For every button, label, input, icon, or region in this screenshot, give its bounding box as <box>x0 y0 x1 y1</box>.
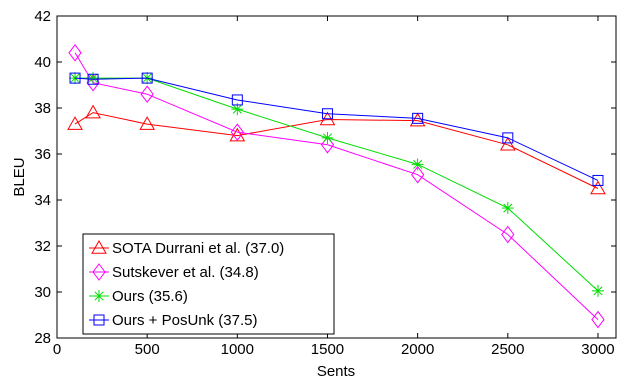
legend-entry: SOTA Durrani et al. (37.0) <box>89 239 284 257</box>
y-tick-label: 36 <box>34 146 51 163</box>
x-tick-label: 2500 <box>491 341 524 358</box>
series-3-point <box>69 72 81 84</box>
y-tick-label: 32 <box>34 238 51 255</box>
series-3-line <box>75 77 599 181</box>
legend-swatch-marker <box>91 239 107 254</box>
axis-ticks: 0 500 1000 1500 2000 2500 3000 28 30 32 34 36 38 40 42 <box>34 8 616 358</box>
x-axis-title: Sents <box>317 363 355 380</box>
asterisk-stroke <box>232 104 242 114</box>
series-0-point <box>499 136 516 151</box>
series-3-point <box>321 108 333 120</box>
series-2-point <box>591 284 604 297</box>
x-tick-label: 1000 <box>221 341 254 358</box>
legend-entry: Sutskever et al. (34.8) <box>89 263 259 281</box>
series-0-point <box>590 180 606 195</box>
y-tick-label: 30 <box>34 284 51 301</box>
asterisk-stroke <box>88 73 98 83</box>
series-0-point <box>409 112 426 127</box>
legend-label: Sutskever et al. (34.8) <box>112 264 259 281</box>
series-3-point <box>502 132 514 144</box>
y-axis-title: BLEU <box>11 157 28 196</box>
asterisk-stroke <box>593 286 603 296</box>
series-1-point <box>591 310 605 329</box>
series-1-point <box>501 225 515 244</box>
x-tick-label: 0 <box>53 341 61 358</box>
y-tick-label: 40 <box>34 54 51 71</box>
series-3-point <box>592 174 604 186</box>
series-2-point <box>411 158 424 171</box>
series-2-point <box>321 131 334 144</box>
asterisk-stroke <box>413 159 423 169</box>
series-0-line <box>74 112 599 189</box>
series-3-point <box>231 94 243 106</box>
legend-label: SOTA Durrani et al. (37.0) <box>112 240 284 257</box>
series-2-point <box>501 202 514 215</box>
legend-swatch-marker <box>93 290 105 302</box>
series-3 <box>69 72 604 186</box>
legend-entry: Ours (35.6) <box>89 288 188 305</box>
y-tick-label: 34 <box>34 192 51 209</box>
series-0-point <box>139 116 156 130</box>
series-3-point <box>141 72 153 84</box>
series-3-point <box>87 73 99 85</box>
legend: SOTA Durrani et al. (37.0) Sutskever et a… <box>82 233 335 335</box>
series-1-point <box>68 43 82 62</box>
series-group <box>67 43 606 329</box>
legend-swatch-marker <box>93 314 105 326</box>
series-2-point <box>231 103 244 116</box>
series-0 <box>67 104 606 195</box>
series-0-point <box>67 116 83 130</box>
x-tick-label: 500 <box>135 341 160 358</box>
legend-swatch-marker <box>92 263 106 281</box>
series-1-point <box>230 123 244 141</box>
series-1-point <box>140 85 154 104</box>
series-1-line <box>74 52 599 320</box>
y-tick-label: 42 <box>34 8 51 25</box>
x-tick-label: 3000 <box>581 341 614 358</box>
legend-label: Ours (35.6) <box>112 288 188 305</box>
asterisk-stroke <box>322 133 333 143</box>
series-0-point <box>85 104 101 119</box>
series-3-point <box>412 112 424 124</box>
series-1-point <box>411 165 425 184</box>
legend-entry: Ours + PosUnk (37.5) <box>89 312 257 329</box>
y-tick-label: 38 <box>34 100 51 117</box>
asterisk-stroke <box>503 203 513 213</box>
series-2-line <box>75 77 599 292</box>
legend-label: Ours + PosUnk (37.5) <box>112 312 257 329</box>
x-tick-label: 1500 <box>311 341 344 358</box>
x-tick-label: 2000 <box>401 341 434 358</box>
y-tick-label: 28 <box>34 330 51 347</box>
series-1-point <box>86 73 100 92</box>
legend-box <box>82 233 335 335</box>
asterisk-stroke <box>94 291 104 301</box>
